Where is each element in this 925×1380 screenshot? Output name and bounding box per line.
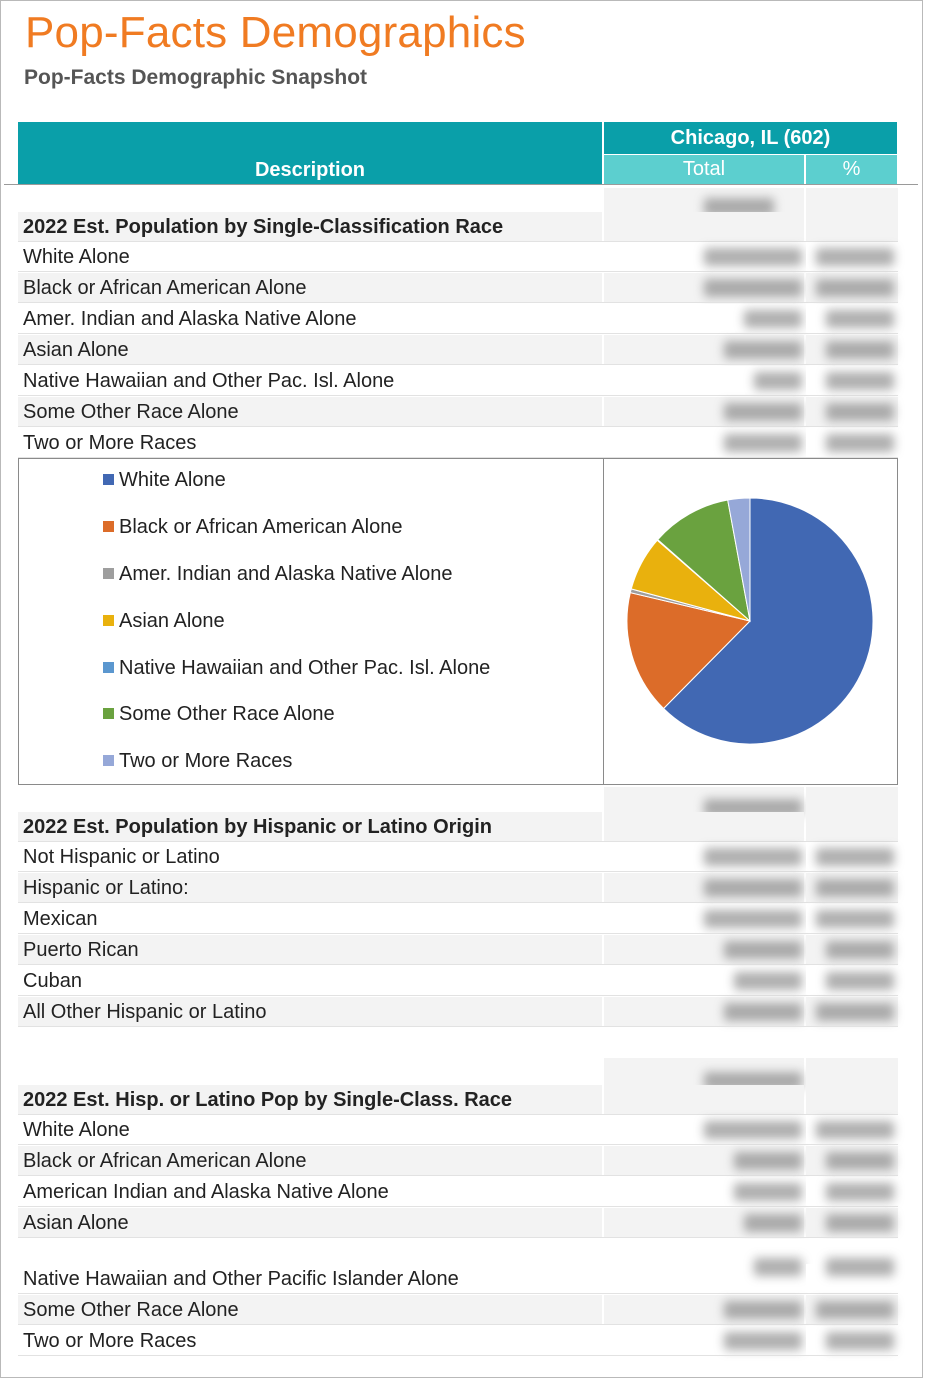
table-row: White Alone: [18, 242, 898, 272]
legend-label: Black or African American Alone: [119, 516, 403, 538]
row-label: Mexican: [18, 904, 602, 934]
legend-item-amer-indian: Amer. Indian and Alaska Native Alone: [103, 561, 453, 587]
legend-swatch: [103, 568, 114, 579]
pie-slice-0: [662, 497, 874, 745]
row-label: Asian Alone: [18, 1208, 602, 1238]
legend-swatch: [103, 755, 114, 766]
row-label: All Other Hispanic or Latino: [18, 997, 602, 1027]
section-heading-label: 2022 Est. Population by Single-Classific…: [18, 212, 602, 242]
legend-swatch: [103, 474, 114, 485]
row-label: Not Hispanic or Latino: [18, 842, 602, 872]
row-label: Some Other Race Alone: [18, 1295, 602, 1325]
row-label: Cuban: [18, 966, 602, 996]
section-heading-race: 2022 Est. Population by Single-Classific…: [18, 212, 898, 242]
row-label: Black or African American Alone: [18, 273, 602, 303]
table-row: Mexican: [18, 904, 898, 934]
row-label: Amer. Indian and Alaska Native Alone: [18, 304, 602, 334]
chart-divider: [603, 459, 604, 784]
pie-slice-1: [626, 592, 751, 710]
table-row: Not Hispanic or Latino: [18, 842, 898, 872]
section-heading-label: 2022 Est. Population by Hispanic or Lati…: [18, 812, 602, 842]
legend-swatch: [103, 662, 114, 673]
pie-slice-6: [727, 497, 751, 622]
column-header-description: Description: [18, 122, 602, 184]
row-label: Native Hawaiian and Other Pacific Island…: [18, 1264, 602, 1294]
section-heading-hispanic: 2022 Est. Population by Hispanic or Lati…: [18, 812, 898, 842]
legend-label: Amer. Indian and Alaska Native Alone: [119, 563, 453, 585]
table-row: Asian Alone: [18, 1208, 898, 1238]
legend-swatch: [103, 708, 114, 719]
row-label: Black or African American Alone: [18, 1146, 602, 1176]
legend-swatch: [103, 615, 114, 626]
legend-label: White Alone: [119, 469, 226, 491]
table-row: Two or More Races: [18, 428, 898, 458]
page-subtitle: Pop-Facts Demographic Snapshot: [24, 66, 368, 89]
section-spacer: [18, 188, 898, 216]
header-divider: [4, 184, 918, 185]
row-label: Hispanic or Latino:: [18, 873, 602, 903]
section-heading-label: 2022 Est. Hisp. or Latino Pop by Single-…: [18, 1085, 602, 1115]
legend-label: Native Hawaiian and Other Pac. Isl. Alon…: [119, 657, 491, 679]
column-header-location: Chicago, IL (602): [604, 122, 897, 154]
row-label: Two or More Races: [18, 428, 602, 458]
section-spacer: [18, 787, 898, 817]
pie-slice-5: [657, 499, 751, 623]
row-label: American Indian and Alaska Native Alone: [18, 1177, 602, 1207]
table-row: All Other Hispanic or Latino: [18, 997, 898, 1027]
table-row: Hispanic or Latino:: [18, 873, 898, 903]
legend-item-native-hawaiian: Native Hawaiian and Other Pac. Isl. Alon…: [103, 655, 490, 681]
row-spacer: [18, 1239, 898, 1264]
legend-item-asian: Asian Alone: [103, 608, 225, 634]
table-row: Cuban: [18, 966, 898, 996]
pie-chart-graphic: [626, 497, 874, 745]
column-header-total: Total: [604, 155, 804, 184]
row-label: Two or More Races: [18, 1326, 602, 1356]
table-row: White Alone: [18, 1115, 898, 1145]
table-row: American Indian and Alaska Native Alone: [18, 1177, 898, 1207]
race-pie-chart: White Alone Black or African American Al…: [18, 458, 898, 785]
column-header-percent: %: [806, 155, 897, 184]
section-spacer: [18, 1058, 898, 1090]
table-row: Black or African American Alone: [18, 1146, 898, 1176]
legend-label: Some Other Race Alone: [119, 703, 335, 725]
table-row: Some Other Race Alone: [18, 1295, 898, 1325]
legend-label: Asian Alone: [119, 610, 225, 632]
row-label: Some Other Race Alone: [18, 397, 602, 427]
table-row: Puerto Rican: [18, 935, 898, 965]
legend-item-two-or-more: Two or More Races: [103, 748, 292, 774]
table-row: Native Hawaiian and Other Pac. Isl. Alon…: [18, 366, 898, 396]
legend-item-white: White Alone: [103, 467, 226, 493]
table-row: Two or More Races: [18, 1326, 898, 1356]
table-row: Amer. Indian and Alaska Native Alone: [18, 304, 898, 334]
legend-item-black: Black or African American Alone: [103, 514, 402, 540]
table-row: Some Other Race Alone: [18, 397, 898, 427]
table-row: Asian Alone: [18, 335, 898, 365]
row-label: White Alone: [18, 242, 602, 272]
table-row: Native Hawaiian and Other Pacific Island…: [18, 1258, 898, 1294]
legend-item-other-race: Some Other Race Alone: [103, 701, 335, 727]
section-heading-hisp-race: 2022 Est. Hisp. or Latino Pop by Single-…: [18, 1085, 898, 1115]
legend-swatch: [103, 521, 114, 532]
row-label: Asian Alone: [18, 335, 602, 365]
table-row: Black or African American Alone: [18, 273, 898, 303]
row-label: White Alone: [18, 1115, 602, 1145]
legend-label: Two or More Races: [119, 750, 293, 772]
row-label: Native Hawaiian and Other Pac. Isl. Alon…: [18, 366, 602, 396]
row-label: Puerto Rican: [18, 935, 602, 965]
page-title: Pop-Facts Demographics: [25, 8, 526, 57]
